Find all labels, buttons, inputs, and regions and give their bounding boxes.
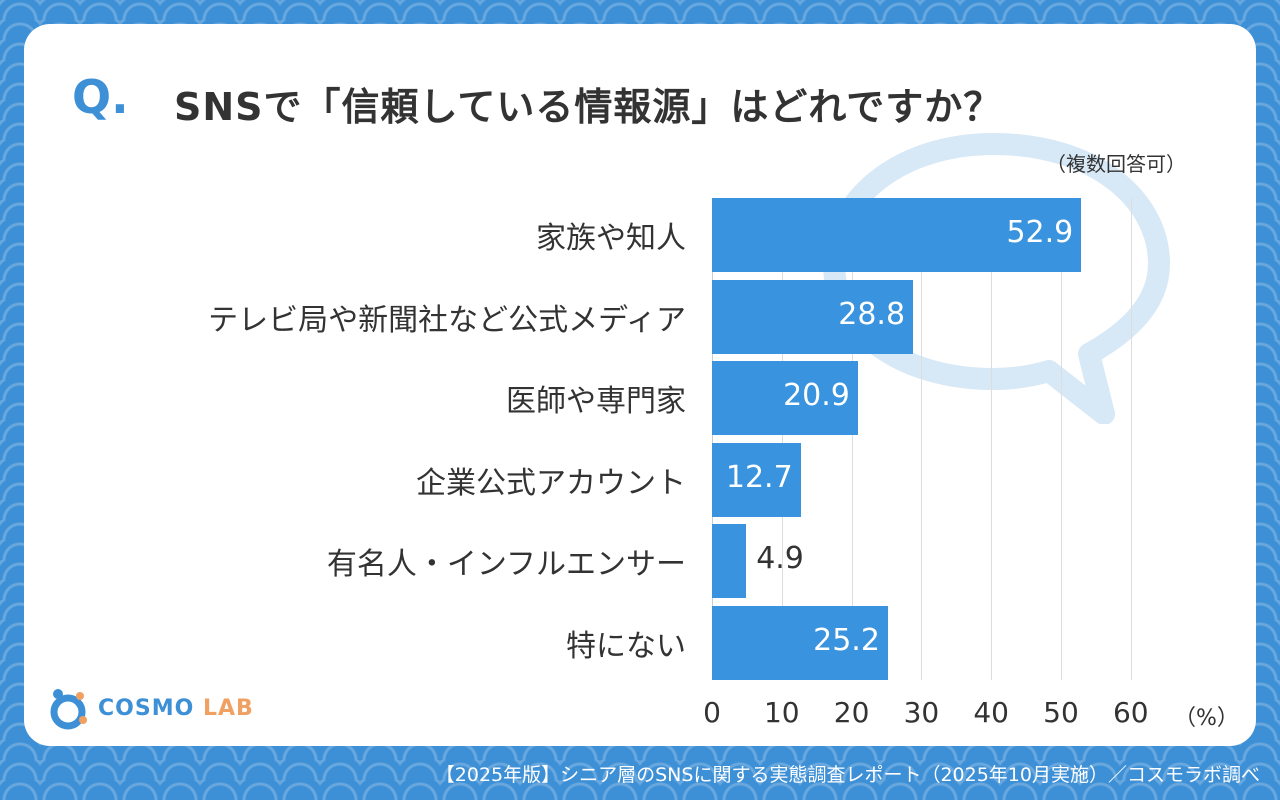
grid-line — [1130, 198, 1132, 680]
x-tick-label: 10 — [763, 696, 800, 729]
bar-value-label: 52.9 — [1006, 215, 1074, 250]
bar — [712, 361, 858, 435]
bar — [712, 198, 1082, 272]
grid-line — [851, 198, 853, 680]
grid-line — [921, 198, 923, 680]
multiple-answer-note: （複数回答可） — [1046, 152, 1186, 176]
bar — [712, 605, 888, 680]
x-axis-baseline — [712, 198, 713, 680]
category-label: 医師や専門家 — [506, 384, 686, 419]
category-label: 企業公式アカウント — [416, 465, 686, 501]
footer-source: 【2025年版】シニア層のSNSに関する実態調査レポート（2025年10月実施）… — [435, 764, 1260, 786]
category-label: 有名人・インフルエンサー — [326, 547, 686, 582]
bar-value-label: 28.8 — [838, 296, 906, 332]
question-title: SNSで「信頼している情報源」はどれですか？ — [174, 85, 1003, 129]
x-tick-label: 40 — [973, 696, 1010, 729]
grid-line — [991, 198, 993, 680]
logo-wordmark: COSMO LAB — [98, 696, 254, 721]
bar — [712, 442, 801, 517]
x-tick-label: 30 — [903, 696, 940, 729]
bar-value-label: 4.9 — [756, 541, 804, 576]
logo-lab: LAB — [202, 695, 254, 721]
x-tick-label: 60 — [1112, 696, 1149, 729]
grid-line — [1061, 198, 1062, 680]
x-tick-label: 50 — [1043, 696, 1079, 729]
x-tick-label: 0 — [703, 696, 721, 729]
category-label: テレビ局や新聞社など公式メディア — [208, 302, 686, 338]
bar — [712, 279, 914, 354]
unit-label: （%） — [1174, 706, 1239, 731]
bar-value-label: 20.9 — [783, 378, 850, 413]
bar-value-label: 25.2 — [813, 622, 880, 658]
logo: COSMO LAB — [50, 686, 254, 730]
chart-card: Q. SNSで「信頼している情報源」はどれですか？ （複数回答可） 0 10 20 3… — [24, 24, 1256, 746]
x-tick-label: 20 — [833, 696, 870, 729]
logo-cosmo: COSMO — [98, 695, 195, 721]
category-label: 家族や知人 — [536, 221, 686, 256]
category-label: 特にない — [566, 628, 686, 664]
bar-value-label: 12.7 — [725, 459, 793, 495]
question-mark: Q. — [72, 70, 129, 124]
grid-line — [781, 198, 783, 680]
cosmo-lab-logo-icon — [50, 689, 87, 730]
bar — [712, 524, 747, 598]
